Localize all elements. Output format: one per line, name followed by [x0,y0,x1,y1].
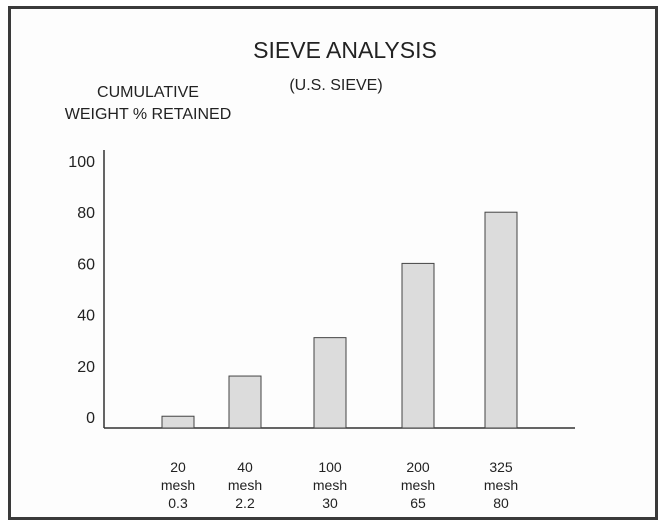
x-category-unit: mesh [401,477,435,493]
y-axis-label-line2: WEIGHT % RETAINED [65,106,232,123]
y-tick-label: 20 [77,359,95,376]
x-category-size: 40 [237,459,253,475]
x-category-unit: mesh [313,477,347,493]
x-category-size: 20 [170,459,186,475]
x-category-unit: mesh [161,477,195,493]
y-tick-label: 100 [68,154,95,171]
bar-200-mesh [401,262,435,429]
x-category-unit: mesh [228,477,262,493]
bar-40-mesh [228,375,262,429]
bar-20-mesh [161,415,195,429]
x-category-value-label: 2.2 [235,495,255,511]
chart-subtitle: (U.S. SIEVE) [289,77,382,94]
x-category-size: 200 [406,459,430,475]
x-category-size: 325 [489,459,513,475]
chart-title: SIEVE ANALYSIS [253,37,437,63]
chart-frame [8,6,658,520]
x-category-value-label: 80 [493,495,509,511]
y-axis-label-line1: CUMULATIVE [97,84,199,101]
y-tick-label: 0 [86,410,95,427]
x-category-value-label: 0.3 [168,495,188,511]
x-category-size: 100 [318,459,342,475]
bar-325-mesh [484,211,518,429]
bar-100-mesh [313,337,347,429]
y-tick-label: 40 [77,308,95,325]
y-tick-label: 80 [77,205,95,222]
y-tick-label: 60 [77,256,95,273]
x-category-value-label: 65 [410,495,426,511]
x-category-value-label: 30 [322,495,338,511]
x-category-unit: mesh [484,477,518,493]
